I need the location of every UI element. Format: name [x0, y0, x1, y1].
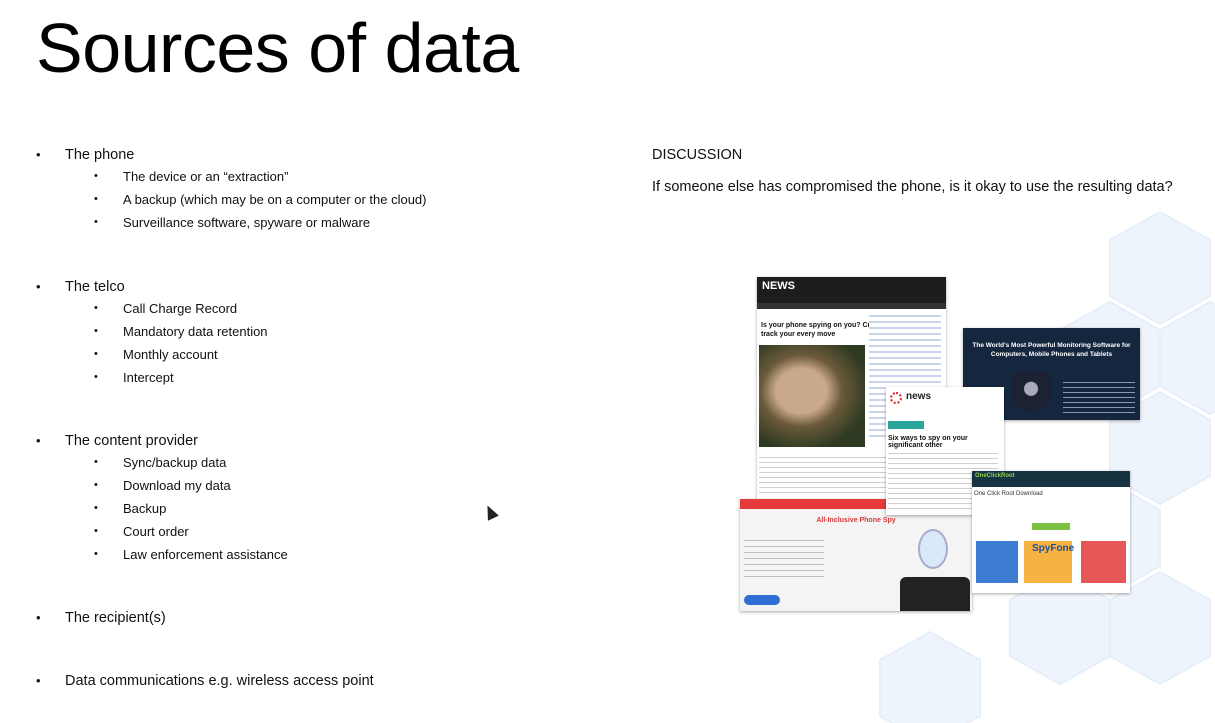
- feature-checklist: [744, 535, 824, 577]
- sub-bullet-item: Download my data: [36, 474, 288, 497]
- mouse-cursor-icon: [482, 502, 499, 521]
- slide-title: Sources of data: [36, 9, 519, 87]
- person-image: [1011, 372, 1051, 420]
- news-logo-icon: [890, 392, 902, 404]
- sub-bullet-item: Monthly account: [36, 343, 268, 366]
- one-click-root-title: One Click Root Download: [974, 491, 1043, 497]
- news-com-au-article-screenshot: news Six ways to spy on your significant…: [886, 387, 1004, 515]
- category-tag: [888, 421, 924, 429]
- sub-bullet-item: Mandatory data retention: [36, 320, 268, 343]
- sub-bullet-item: Intercept: [36, 366, 268, 389]
- sub-bullet-item: Sync/backup data: [36, 451, 288, 474]
- bullet-group-recipients: The recipient(s): [36, 608, 166, 628]
- bullet-group-phone: The phone The device or an “extraction” …: [36, 145, 427, 234]
- sub-bullet-item: Court order: [36, 520, 288, 543]
- abc-news-headline: Is your phone spying on you? Creepy apps…: [761, 322, 934, 338]
- one-click-root-screenshot: OneClickRoot One Click Root Download Spy…: [972, 471, 1130, 593]
- bullet-group-data-communications: Data communications e.g. wireless access…: [36, 671, 374, 691]
- spyfone-ad-banner: [976, 541, 1126, 583]
- spyfone-label: SpyFone: [1032, 543, 1075, 554]
- phone-spy-screenshot: All-Inclusive Phone Spy: [740, 499, 972, 611]
- bullet-item: The telco: [36, 277, 268, 297]
- install-button: [1032, 523, 1070, 530]
- phone-icon: [918, 529, 948, 569]
- sub-bullet-item: Surveillance software, spyware or malwar…: [36, 211, 427, 234]
- feature-list: [1063, 378, 1135, 414]
- phone-spy-headline: All-Inclusive Phone Spy: [816, 517, 896, 524]
- bullet-group-telco: The telco Call Charge Record Mandatory d…: [36, 277, 268, 389]
- bullet-item: The phone: [36, 145, 427, 165]
- discussion-question: If someone else has compromised the phon…: [652, 179, 1173, 195]
- discussion-heading: DISCUSSION: [652, 147, 743, 163]
- sub-bullet-item: A backup (which may be on a computer or …: [36, 188, 427, 211]
- monitoring-headline: The World's Most Powerful Monitoring Sof…: [972, 342, 1131, 358]
- device-image: [900, 577, 970, 611]
- sub-bullet-item: Law enforcement assistance: [36, 543, 288, 566]
- sub-bullet-item: Backup: [36, 497, 288, 520]
- try-now-button: [744, 595, 780, 605]
- screenshot-collage: NEWS Is your phone spying on you? Creepy…: [740, 277, 1140, 613]
- news-headline: Six ways to spy on your significant othe…: [888, 435, 968, 449]
- article-photo: [759, 345, 865, 447]
- bullet-item: The recipient(s): [36, 608, 166, 628]
- bullet-group-content-provider: The content provider Sync/backup data Do…: [36, 431, 288, 566]
- sub-bullet-item: Call Charge Record: [36, 297, 268, 320]
- bullet-item: Data communications e.g. wireless access…: [36, 671, 374, 691]
- news-logo: news: [906, 391, 932, 402]
- bullet-item: The content provider: [36, 431, 288, 451]
- sub-bullet-item: The device or an “extraction”: [36, 165, 427, 188]
- one-click-root-brand: OneClickRoot: [975, 473, 1015, 479]
- abc-news-logo: NEWS: [762, 280, 795, 292]
